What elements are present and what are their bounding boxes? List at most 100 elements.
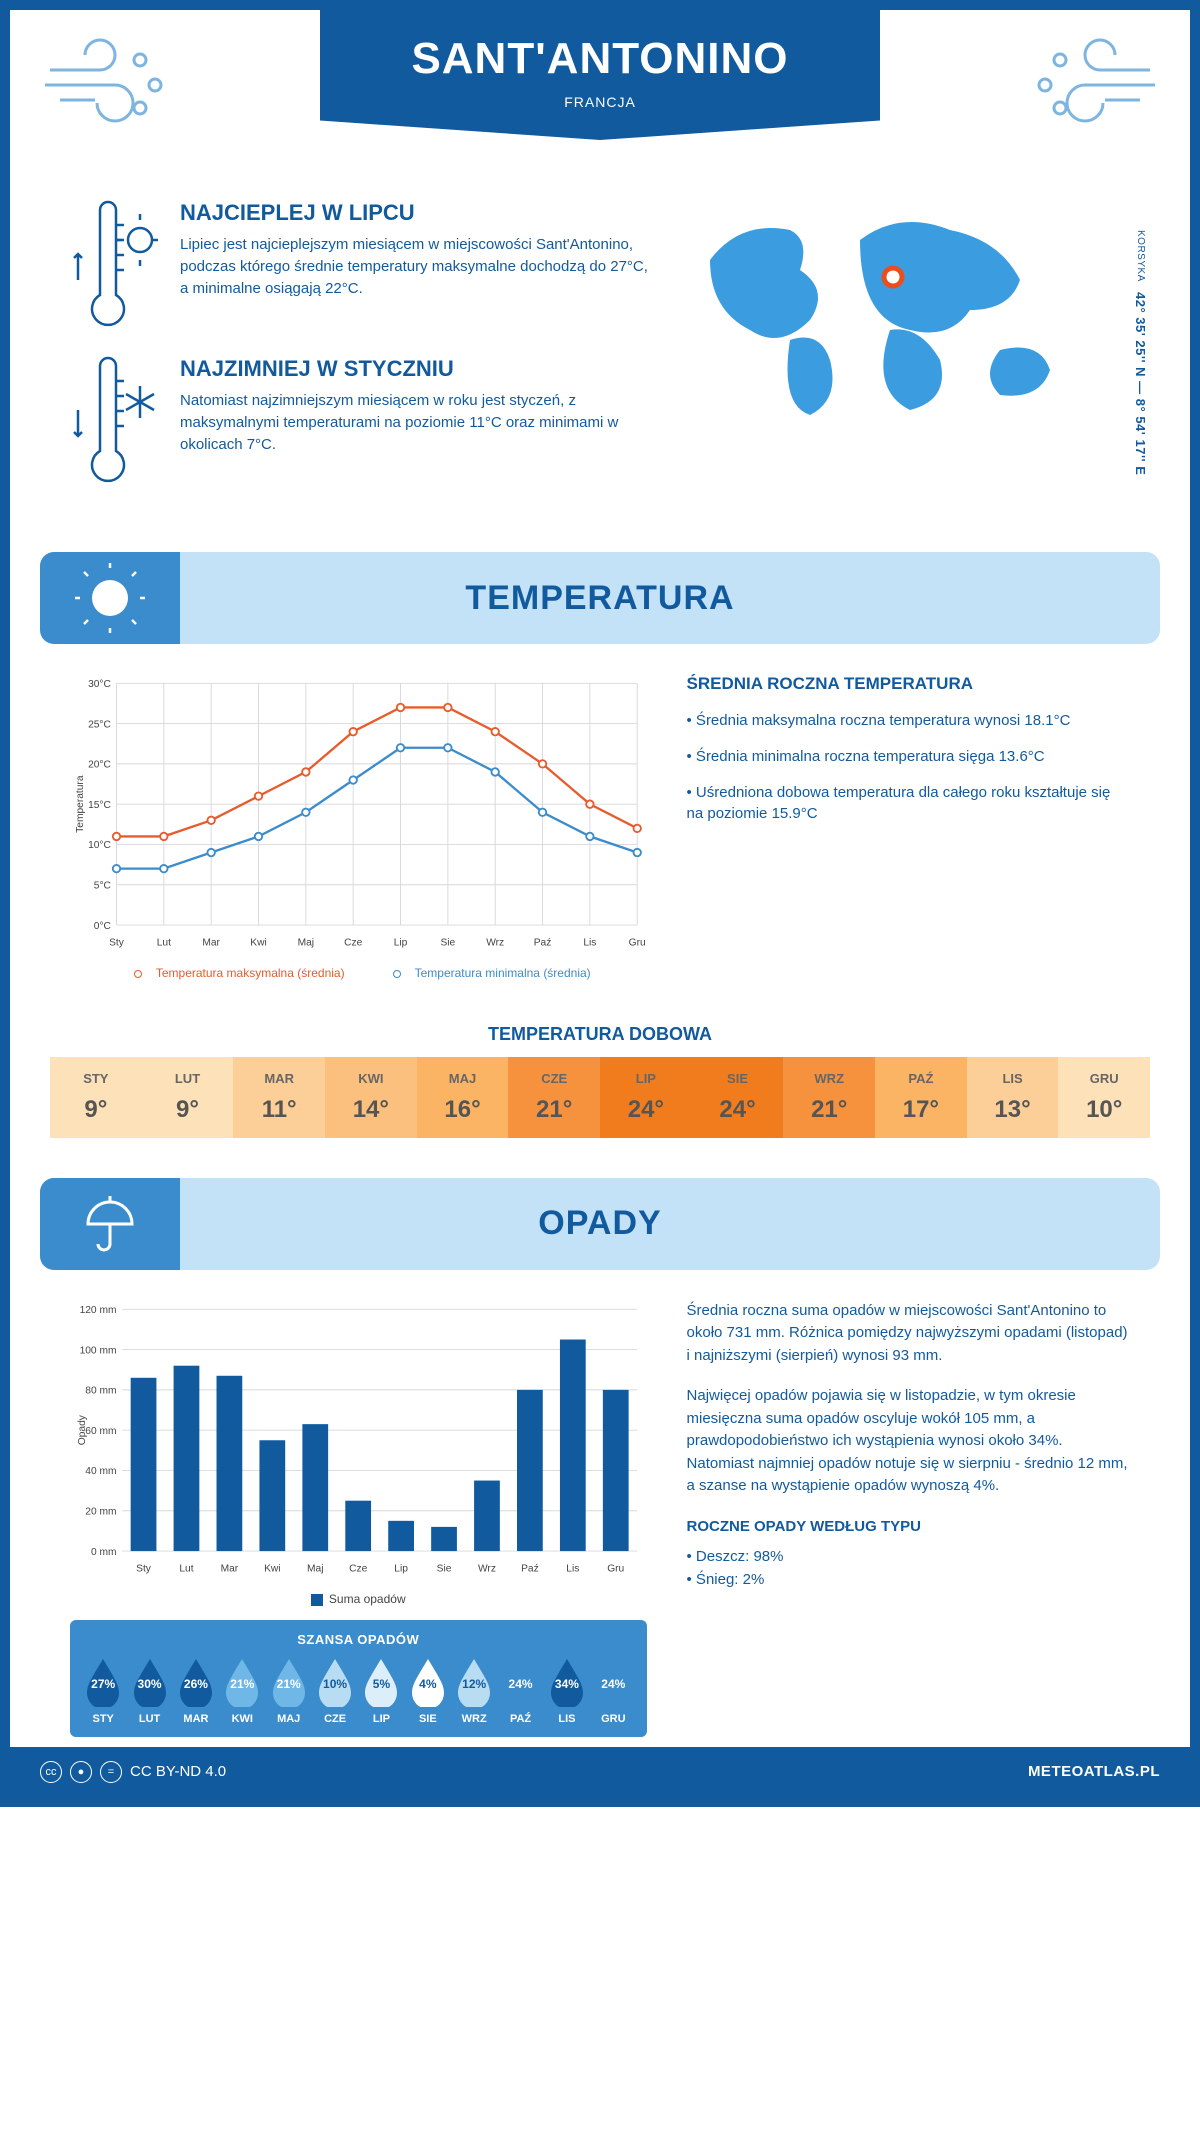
nd-icon: = (100, 1761, 122, 1783)
precip-type-title: ROCZNE OPADY WEDŁUG TYPU (687, 1516, 1130, 1539)
svg-text:60 mm: 60 mm (85, 1426, 116, 1437)
svg-text:40 mm: 40 mm (85, 1466, 116, 1477)
title-banner: SANT'ANTONINO FRANCJA (320, 10, 880, 140)
svg-text:Gru: Gru (607, 1563, 624, 1574)
city-title: SANT'ANTONINO (340, 34, 860, 84)
chance-drop: 21% MAJ (266, 1657, 312, 1725)
thermometer-cold-icon (70, 356, 160, 486)
chance-drop: 10% CZE (312, 1657, 358, 1725)
cc-icon: cc (40, 1761, 62, 1783)
footer: cc ● = CC BY-ND 4.0 METEOATLAS.PL (10, 1747, 1190, 1797)
header: SANT'ANTONINO FRANCJA (10, 10, 1190, 190)
wind-icon (1020, 30, 1160, 130)
cold-block: NAJZIMNIEJ W STYCZNIU Natomiast najzimni… (70, 356, 650, 486)
daily-cell: STY9° (50, 1057, 142, 1138)
daily-cell: MAJ16° (417, 1057, 509, 1138)
temperature-title: TEMPERATURA (465, 579, 734, 618)
svg-text:Kwi: Kwi (264, 1563, 280, 1574)
svg-text:Mar: Mar (221, 1563, 239, 1574)
chance-drop: 5% LIP (358, 1657, 404, 1725)
umbrella-icon (78, 1192, 142, 1256)
precip-summary: Średnia roczna suma opadów w miejscowośc… (687, 1300, 1130, 1737)
summary-bullet: • Średnia minimalna roczna temperatura s… (687, 746, 1130, 768)
precip-section-head: OPADY (40, 1178, 1160, 1270)
svg-text:0 mm: 0 mm (91, 1547, 117, 1558)
svg-text:120 mm: 120 mm (80, 1305, 117, 1316)
svg-text:Sty: Sty (136, 1563, 152, 1574)
chance-drop: 30% LUT (126, 1657, 172, 1725)
brand-name: METEOATLAS.PL (1028, 1763, 1160, 1780)
precip-snow: • Śnieg: 2% (687, 1569, 1130, 1592)
daily-cell: GRU10° (1058, 1057, 1150, 1138)
svg-text:Paź: Paź (534, 938, 552, 949)
svg-text:Mar: Mar (202, 938, 220, 949)
precip-chance-box: SZANSA OPADÓW 27% STY 30% LUT 26% MAR 21… (70, 1620, 647, 1737)
svg-text:0°C: 0°C (94, 921, 111, 932)
daily-cell: CZE21° (508, 1057, 600, 1138)
daily-cell: LUT9° (142, 1057, 234, 1138)
precip-text-2: Najwięcej opadów pojawia się w listopadz… (687, 1385, 1130, 1498)
svg-text:Opady: Opady (77, 1414, 88, 1445)
wind-icon (40, 30, 180, 130)
intro-section: NAJCIEPLEJ W LIPCU Lipiec jest najcieple… (10, 190, 1190, 542)
svg-text:20°C: 20°C (88, 760, 111, 771)
svg-text:Paź: Paź (521, 1563, 539, 1574)
precip-chart: 0 mm20 mm40 mm60 mm80 mm100 mm120 mmStyL… (70, 1300, 647, 1606)
svg-text:80 mm: 80 mm (85, 1386, 116, 1397)
map-marker-icon (884, 268, 902, 286)
chance-title: SZANSA OPADÓW (80, 1632, 637, 1647)
world-map-icon (690, 200, 1090, 430)
summary-title: ŚREDNIA ROCZNA TEMPERATURA (687, 674, 1130, 694)
chance-drop: 26% MAR (173, 1657, 219, 1725)
by-icon: ● (70, 1761, 92, 1783)
summary-bullet: • Uśredniona dobowa temperatura dla całe… (687, 782, 1130, 826)
svg-text:Cze: Cze (344, 938, 362, 949)
svg-text:30°C: 30°C (88, 679, 111, 690)
daily-cell: LIS13° (967, 1057, 1059, 1138)
svg-text:Lut: Lut (179, 1563, 193, 1574)
precip-legend: Suma opadów (70, 1592, 647, 1606)
cold-title: NAJZIMNIEJ W STYCZNIU (180, 356, 650, 382)
coordinates: KORSYKA 42° 35' 25'' N — 8° 54' 17'' E (1133, 230, 1148, 475)
svg-text:Maj: Maj (307, 1563, 323, 1574)
svg-text:Kwi: Kwi (250, 938, 266, 949)
svg-text:25°C: 25°C (88, 719, 111, 730)
chance-drop: 24% GRU (590, 1657, 636, 1725)
svg-text:5°C: 5°C (94, 880, 111, 891)
daily-cell: WRZ21° (783, 1057, 875, 1138)
svg-text:Sty: Sty (109, 938, 125, 949)
svg-text:Wrz: Wrz (478, 1563, 496, 1574)
license-text: CC BY-ND 4.0 (130, 1763, 226, 1780)
precip-rain: • Deszcz: 98% (687, 1546, 1130, 1569)
svg-text:Lip: Lip (394, 1563, 408, 1574)
hot-block: NAJCIEPLEJ W LIPCU Lipiec jest najcieple… (70, 200, 650, 330)
chance-drop: 27% STY (80, 1657, 126, 1725)
chance-drop: 21% KWI (219, 1657, 265, 1725)
daily-cell: PAŹ17° (875, 1057, 967, 1138)
chance-drop: 12% WRZ (451, 1657, 497, 1725)
daily-cell: LIP24° (600, 1057, 692, 1138)
temperature-legend: Temperatura maksymalna (średnia) Tempera… (70, 966, 647, 980)
svg-text:Temperatura: Temperatura (75, 775, 86, 833)
daily-temp-strip: STY9°LUT9°MAR11°KWI14°MAJ16°CZE21°LIP24°… (50, 1057, 1150, 1138)
svg-text:20 mm: 20 mm (85, 1506, 116, 1517)
daily-temp-title: TEMPERATURA DOBOWA (10, 1024, 1190, 1045)
svg-text:Gru: Gru (629, 938, 646, 949)
svg-text:Wrz: Wrz (486, 938, 504, 949)
svg-text:Lip: Lip (394, 938, 408, 949)
chance-drop: 24% PAŹ (497, 1657, 543, 1725)
chance-drop: 34% LIS (544, 1657, 590, 1725)
country-label: FRANCJA (340, 94, 860, 110)
license-block: cc ● = CC BY-ND 4.0 (40, 1761, 226, 1783)
precip-text-1: Średnia roczna suma opadów w miejscowośc… (687, 1300, 1130, 1368)
daily-cell: SIE24° (692, 1057, 784, 1138)
precip-title: OPADY (538, 1204, 661, 1243)
daily-cell: MAR11° (233, 1057, 325, 1138)
svg-text:Cze: Cze (349, 1563, 367, 1574)
summary-bullet: • Średnia maksymalna roczna temperatura … (687, 710, 1130, 732)
temperature-section-head: TEMPERATURA (40, 552, 1160, 644)
svg-text:Sie: Sie (437, 1563, 452, 1574)
daily-cell: KWI14° (325, 1057, 417, 1138)
cold-text: Natomiast najzimniejszym miesiącem w rok… (180, 390, 650, 455)
temperature-chart: 0°C5°C10°C15°C20°C25°C30°CStyLutMarKwiMa… (70, 674, 647, 980)
